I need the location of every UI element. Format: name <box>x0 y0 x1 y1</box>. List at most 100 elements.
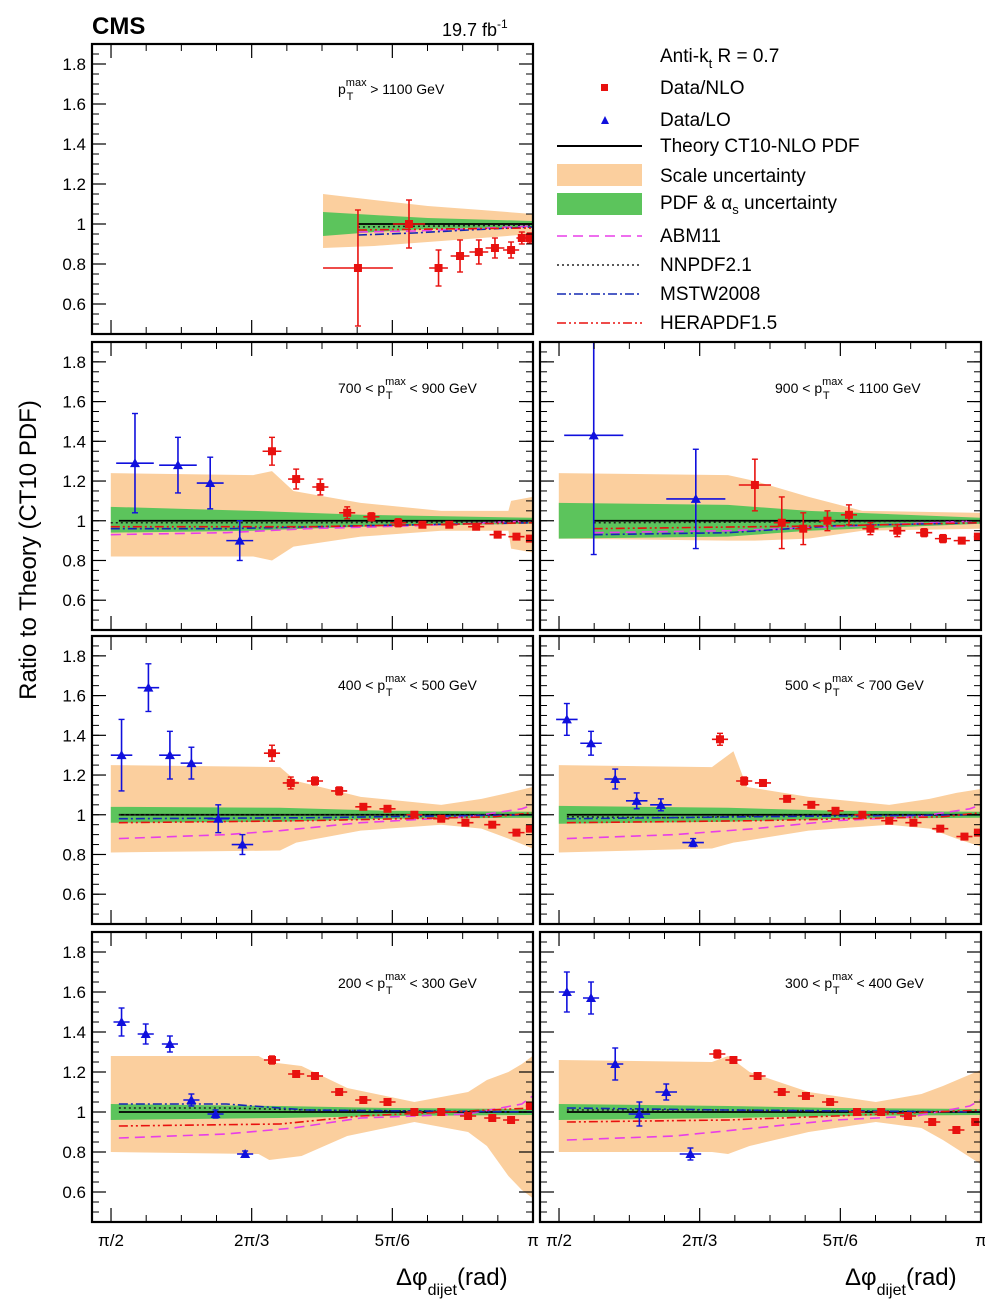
data-nlo-point <box>464 1112 473 1120</box>
data-lo-point <box>213 813 224 823</box>
panel-label-post: < 500 GeV <box>406 677 478 693</box>
legend-data-nlo: Data/NLO <box>660 78 744 99</box>
abm11-curve <box>118 1095 533 1139</box>
data-nlo-point <box>445 520 454 529</box>
data-nlo-point <box>973 828 981 837</box>
data-nlo-point <box>335 786 344 795</box>
data-nlo-point <box>437 814 446 823</box>
herapdf-curve <box>118 811 533 824</box>
y-tick-label: 1.6 <box>62 95 86 114</box>
data-nlo-point <box>410 810 419 819</box>
panel-label-sub: T <box>386 687 393 699</box>
herapdf-curve <box>566 811 981 824</box>
mstw-curve <box>357 226 533 236</box>
data-nlo-point <box>973 532 981 541</box>
data-nlo-point <box>507 1116 516 1124</box>
data-nlo-point <box>517 234 526 242</box>
panel-label: 300 < pmax T < 400 GeV <box>785 971 925 997</box>
panel-p400: 0.6 0.8 1 1.2 1.4 1.6 1.8 400 < pmax T < 500 GeV <box>62 634 535 926</box>
y-tick-label: 1.2 <box>62 766 86 785</box>
data-nlo-point <box>715 735 724 744</box>
panel-label: 400 < pmax T < 500 GeV <box>338 673 478 699</box>
scale-uncertainty-band <box>558 751 981 853</box>
scale-uncertainty-band <box>110 765 533 853</box>
data-nlo-point <box>920 528 929 537</box>
data-nlo-point <box>831 806 840 815</box>
data-lo-point <box>690 493 701 503</box>
legend-scale: Scale uncertainty <box>660 166 806 187</box>
x-tick-label: π/2 <box>98 1231 124 1250</box>
data-nlo-point <box>488 1114 497 1122</box>
data-nlo-point <box>512 828 521 837</box>
data-nlo-point <box>807 800 816 809</box>
x-axis-label-right: Δφdijet(rad) <box>845 1264 957 1299</box>
panel-label-pre: 300 < p <box>785 975 832 991</box>
legend-theory: Theory CT10-NLO PDF <box>660 136 860 157</box>
legend-mstw: MSTW2008 <box>660 284 760 305</box>
panel-label-post: < 300 GeV <box>406 975 478 991</box>
data-nlo-point <box>310 1072 319 1080</box>
data-nlo-point <box>753 1072 762 1080</box>
luminosity-value: 19.7 fb <box>442 20 497 40</box>
nnpdf-curve <box>110 520 533 524</box>
panel-label-pre: 200 < p <box>338 975 385 991</box>
x-tick-label: 5π/6 <box>375 1231 410 1250</box>
panel-label-sup: max <box>346 77 367 89</box>
data-nlo-point <box>383 804 392 813</box>
y-tick-label: 1.8 <box>62 353 86 372</box>
data-lo-point <box>205 478 216 488</box>
panel-plot-area <box>110 1007 533 1198</box>
data-nlo-point <box>893 526 902 535</box>
legend-pdf: PDF & αs uncertainty <box>660 193 837 217</box>
panel-label: 200 < pmax T < 300 GeV <box>338 971 478 997</box>
y-tick-label: 1.4 <box>62 432 86 451</box>
x-tick-label: π <box>975 1231 985 1250</box>
legend-jet-algo: Anti-kt R = 0.7 <box>660 46 779 71</box>
y-tick-label: 1 <box>77 512 86 531</box>
data-nlo-point <box>404 220 413 228</box>
legend-herapdf: HERAPDF1.5 <box>660 313 777 334</box>
data-lo-point <box>186 1095 197 1104</box>
panel-label-sup: max <box>822 376 843 388</box>
herapdf-curve <box>357 227 533 231</box>
panel-p1100: 0.6 0.8 1 1.2 1.4 1.6 1.8 pmax T > 1100 GeV <box>62 42 535 336</box>
y-tick-label: 0.8 <box>62 1143 86 1162</box>
panel-label-sub: T <box>833 687 840 699</box>
legend-scale-swatch <box>557 164 642 186</box>
y-tick-label: 0.8 <box>62 845 86 864</box>
abm11-curve <box>593 519 981 534</box>
data-lo-point <box>172 460 183 470</box>
y-tick-label: 0.6 <box>62 1183 86 1202</box>
data-nlo-point <box>858 810 867 819</box>
data-nlo-point <box>394 518 403 527</box>
data-nlo-point <box>292 475 301 484</box>
y-tick-label: 1 <box>77 215 86 234</box>
data-nlo-point <box>928 1118 937 1126</box>
y-tick-label: 1.4 <box>62 726 86 745</box>
panel-label-sub: T <box>386 390 393 402</box>
data-lo-point <box>164 1039 175 1048</box>
legend-jet-algo-sub: t <box>709 56 713 71</box>
data-lo-point <box>685 1149 696 1158</box>
abm11-curve <box>566 804 981 840</box>
y-tick-label: 1.6 <box>62 687 86 706</box>
panel-label-sub: T <box>833 985 840 997</box>
data-nlo-point <box>750 481 759 490</box>
nnpdf-curve <box>593 519 981 524</box>
panel-label-sup: max <box>385 376 406 388</box>
experiment-label: CMS <box>92 13 145 40</box>
data-nlo-point <box>488 820 497 829</box>
data-lo-point <box>240 1149 251 1158</box>
y-tick-label: 1.4 <box>62 135 86 154</box>
data-nlo-point <box>960 832 969 841</box>
y-tick-label: 1.8 <box>62 943 86 962</box>
data-nlo-point <box>909 818 918 827</box>
data-lo-point <box>210 1109 221 1118</box>
data-nlo-point <box>952 1126 961 1134</box>
y-axis-label: Ratio to Theory (CT10 PDF) <box>15 400 42 700</box>
x-axis-label-left: Δφdijet(rad) <box>396 1264 508 1299</box>
data-lo-point <box>688 837 699 847</box>
panel-label-pre: 700 < p <box>338 380 385 396</box>
data-nlo-point <box>490 244 499 252</box>
